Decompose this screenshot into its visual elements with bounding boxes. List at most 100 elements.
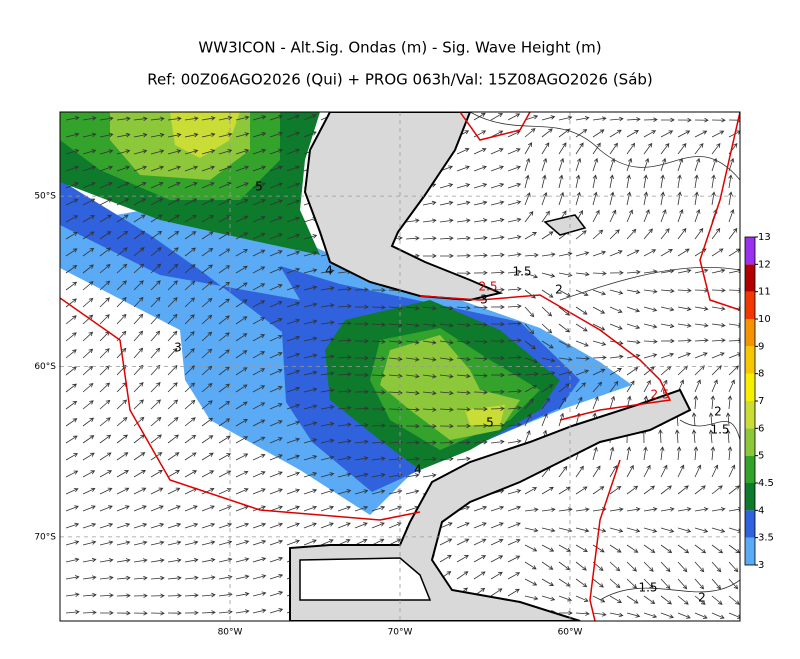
wind-arrow xyxy=(422,218,437,223)
wind-arrow xyxy=(456,407,471,412)
wind-arrow xyxy=(252,402,266,410)
wind-arrow xyxy=(422,390,437,396)
wind-arrow xyxy=(99,182,113,189)
wind-arrow xyxy=(286,284,301,291)
wind-arrow xyxy=(150,132,165,138)
wind-arrow xyxy=(235,198,249,206)
wind-arrow xyxy=(575,356,590,361)
wind-arrow xyxy=(99,348,110,359)
wind-arrow xyxy=(286,131,300,138)
wind-arrow xyxy=(320,405,335,410)
wind-arrow xyxy=(609,323,623,330)
wind-arrow xyxy=(303,336,318,342)
wind-arrow xyxy=(592,381,603,393)
wind-arrow xyxy=(473,165,487,172)
colorbar-swatch xyxy=(745,291,755,319)
wind-arrow xyxy=(303,387,318,393)
wind-arrow xyxy=(507,422,522,428)
wind-arrow xyxy=(150,487,164,495)
wind-arrow xyxy=(711,485,723,495)
wind-arrow xyxy=(201,417,214,427)
wind-arrow xyxy=(99,522,114,529)
wind-arrow xyxy=(677,208,684,223)
wind-arrow xyxy=(473,147,487,155)
wind-arrow xyxy=(150,296,161,308)
wind-arrow xyxy=(65,265,78,274)
wind-arrow xyxy=(269,522,284,529)
wind-arrow xyxy=(201,165,216,172)
wind-arrow xyxy=(65,149,80,155)
wind-arrow xyxy=(354,338,369,344)
wind-arrow xyxy=(235,132,250,138)
wind-arrow xyxy=(116,558,131,563)
wind-arrow xyxy=(133,540,148,546)
wind-arrow xyxy=(184,182,198,189)
wind-arrow xyxy=(201,132,216,138)
wind-arrow xyxy=(507,572,521,580)
wind-arrow xyxy=(575,465,584,478)
wind-arrow xyxy=(507,217,522,223)
wind-arrow xyxy=(218,215,232,223)
wind-arrow xyxy=(660,612,674,619)
wind-arrow xyxy=(660,209,667,223)
wind-arrow xyxy=(592,446,598,461)
wind-arrow xyxy=(184,470,198,478)
wind-arrow xyxy=(507,355,522,360)
wind-arrow xyxy=(405,423,420,429)
wind-arrow xyxy=(575,116,590,121)
wind-arrow xyxy=(167,165,182,172)
wind-arrow xyxy=(167,198,181,206)
wind-arrow xyxy=(235,401,248,410)
wind-arrow xyxy=(422,200,437,206)
wind-arrow xyxy=(167,593,182,598)
wind-arrow xyxy=(82,247,95,257)
wind-arrow xyxy=(405,489,420,495)
wind-arrow xyxy=(693,395,699,410)
wind-arrow xyxy=(82,182,96,189)
wind-arrow xyxy=(660,352,675,359)
wind-arrow xyxy=(694,464,702,478)
wind-arrow xyxy=(626,228,637,240)
wind-arrow xyxy=(524,544,538,552)
wind-arrow xyxy=(286,403,301,410)
colorbar-label: 4.5 xyxy=(758,478,774,489)
wind-arrow xyxy=(133,247,145,257)
wind-arrow xyxy=(643,249,657,257)
wind-arrow xyxy=(218,115,233,121)
wind-arrow xyxy=(133,181,147,189)
wind-arrow xyxy=(235,470,249,478)
wind-arrow xyxy=(65,453,79,461)
wind-arrow xyxy=(490,165,504,172)
wind-arrow xyxy=(490,321,505,327)
contour-label: 2 xyxy=(555,283,563,297)
wind-arrow xyxy=(133,347,144,359)
wind-arrow xyxy=(235,249,249,257)
wind-arrow xyxy=(456,456,471,462)
wind-arrow xyxy=(303,455,318,461)
contour-label: 2.5 xyxy=(650,388,669,402)
wind-arrow xyxy=(184,575,199,581)
wind-arrow xyxy=(677,527,692,533)
wind-arrow xyxy=(286,318,301,325)
wind-arrow xyxy=(150,247,162,257)
wind-arrow xyxy=(133,399,144,410)
wind-arrow xyxy=(354,355,369,361)
wind-arrow xyxy=(235,115,250,121)
wind-arrow xyxy=(99,132,114,138)
wind-arrow xyxy=(694,143,704,155)
wind-arrow xyxy=(133,505,147,512)
wind-arrow xyxy=(150,382,161,393)
wind-arrow xyxy=(269,233,283,240)
wind-arrow xyxy=(541,157,548,172)
wind-arrow xyxy=(286,182,301,189)
wind-arrow xyxy=(626,578,638,589)
wind-arrow xyxy=(558,306,570,316)
wind-arrow xyxy=(303,234,318,240)
wind-arrow xyxy=(609,129,622,138)
wind-arrow xyxy=(303,404,318,410)
wind-arrow xyxy=(235,522,250,529)
wind-arrow xyxy=(235,453,249,461)
wind-arrow xyxy=(65,400,78,410)
wind-arrow xyxy=(677,288,692,293)
